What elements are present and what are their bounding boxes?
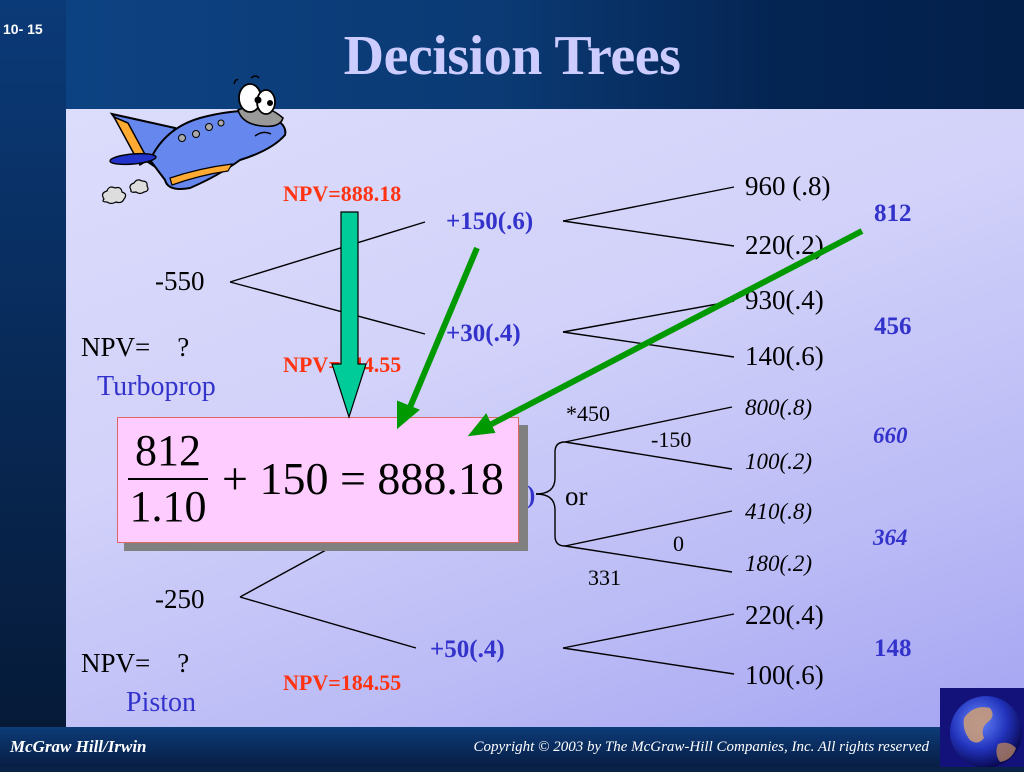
- globe-icon: [940, 688, 1024, 768]
- title-band: [66, 0, 1024, 109]
- formula-result: + 150 = 888.18: [222, 453, 504, 504]
- outcome-140: 140(.6): [745, 341, 824, 371]
- fraction-bar: [128, 478, 208, 480]
- outcome-180: 180(.2): [745, 551, 813, 576]
- branch-turboprop-high: +150(.6): [446, 208, 534, 235]
- slide-number: 10- 15: [3, 21, 43, 37]
- formula-numerator: 812: [135, 426, 201, 475]
- copyright-label: Copyright © 2003 by The McGraw-Hill Comp…: [473, 739, 929, 755]
- npv-high-demand-turboprop: NPV=888.18: [283, 181, 402, 206]
- branch-piston-high-partial: ): [527, 482, 536, 509]
- branch-turboprop-low: +30(.4): [446, 320, 521, 347]
- or-label: or: [565, 481, 588, 511]
- formula-box: 812 1.10 + 150 = 888.18: [117, 417, 519, 543]
- footer-band: McGraw Hill/Irwin Copyright © 2003 by Th…: [0, 727, 1024, 767]
- formula-denominator: 1.10: [129, 482, 207, 531]
- outcome-220-turboprop: 220(.2): [745, 230, 824, 260]
- expected-value-660: 660: [873, 423, 908, 448]
- formula-fraction: 812 1.10: [128, 428, 208, 530]
- expected-value-456: 456: [874, 313, 912, 340]
- outcome-960: 960 (.8): [745, 171, 831, 201]
- expand-cost: *450: [566, 401, 610, 426]
- piston-initial-cost: -250: [155, 584, 205, 614]
- turboprop-name: Turboprop: [97, 371, 216, 402]
- outcome-100-expand: 100(.2): [745, 449, 813, 474]
- no-expand-cash-flow: 0: [673, 531, 684, 556]
- turboprop-initial-cost: -550: [155, 266, 205, 296]
- outcome-220-piston: 220(.4): [745, 600, 824, 630]
- left-sidebar-band: [0, 0, 66, 727]
- slide-title: Decision Trees: [343, 25, 681, 87]
- outcome-930: 930(.4): [745, 285, 824, 315]
- expected-value-148: 148: [874, 635, 912, 662]
- npv-low-demand-turboprop: NPV=444.55: [283, 352, 402, 377]
- expand-cash-flow: -150: [651, 427, 692, 452]
- piston-npv-label: NPV= ?: [81, 648, 190, 678]
- outcome-100-piston: 100(.6): [745, 660, 824, 690]
- turboprop-npv-label: NPV= ?: [81, 332, 190, 362]
- no-expand-value: 331: [588, 565, 621, 590]
- piston-name: Piston: [126, 687, 197, 718]
- branch-piston-low: +50(.4): [430, 636, 505, 663]
- outcome-410: 410(.8): [745, 499, 813, 524]
- expected-value-812: 812: [874, 200, 912, 227]
- outcome-800: 800(.8): [745, 395, 813, 420]
- expected-value-364: 364: [873, 525, 908, 550]
- npv-low-demand-piston: NPV=184.55: [283, 670, 402, 695]
- publisher-label: McGraw Hill/Irwin: [10, 737, 147, 756]
